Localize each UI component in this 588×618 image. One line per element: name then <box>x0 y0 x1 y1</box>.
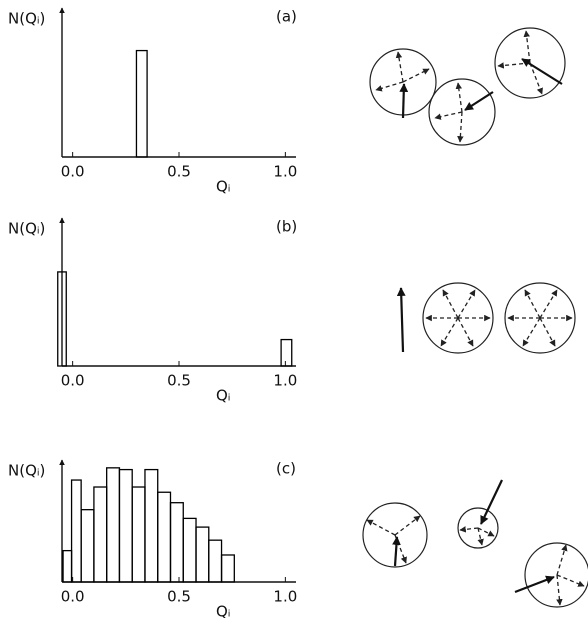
x-tick-label: 1.0 <box>273 372 297 390</box>
bar <box>119 470 132 582</box>
bar <box>222 555 235 582</box>
histogram-panel: 0.0 0.5 1.0 N(Qᵢ) Qᵢ (b) <box>8 218 297 405</box>
y-axis-label: N(Qᵢ) <box>8 10 45 28</box>
bar <box>281 340 292 366</box>
x-tick-label: 0.5 <box>167 372 191 390</box>
bar <box>158 492 171 582</box>
bar <box>94 487 107 582</box>
x-tick-label: 0.5 <box>167 588 191 606</box>
histogram-panel: 0.0 0.5 1.0 N(Qᵢ) Qᵢ (c) <box>8 460 297 618</box>
x-axis-label: Qᵢ <box>216 603 231 618</box>
x-axis-label: Qᵢ <box>216 178 231 196</box>
bar <box>196 527 209 582</box>
x-tick-label: 0.0 <box>61 372 85 390</box>
diagram-b <box>401 283 575 353</box>
panel-label: (c) <box>276 460 296 478</box>
bar <box>132 487 145 582</box>
x-tick-label: 1.0 <box>273 163 297 181</box>
y-axis-label: N(Qᵢ) <box>8 462 45 480</box>
bar <box>170 503 183 582</box>
x-tick-label: 0.0 <box>61 163 85 181</box>
x-tick-label: 0.0 <box>61 588 85 606</box>
x-tick-label: 1.0 <box>273 588 297 606</box>
bar <box>136 51 147 157</box>
bar <box>145 470 158 582</box>
histogram-panel: 0.0 0.5 1.0 N(Qᵢ) Qᵢ (a) <box>8 8 297 196</box>
bar <box>81 510 94 582</box>
y-axis-label: N(Qᵢ) <box>8 220 45 238</box>
diagram-a <box>370 28 565 145</box>
bar <box>72 480 82 582</box>
diagram-c <box>363 480 588 607</box>
x-tick-label: 0.5 <box>167 163 191 181</box>
bar <box>183 518 196 582</box>
panel-label: (a) <box>276 8 297 26</box>
bar <box>63 551 72 582</box>
x-axis-label: Qᵢ <box>216 387 231 405</box>
panel-label: (b) <box>276 218 297 236</box>
bar <box>209 540 222 582</box>
bar <box>107 468 120 582</box>
figure: 0.00.51.0N(Qᵢ)Qᵢ(a)0.00.51.0N(Qᵢ)Qᵢ(b)0.… <box>0 0 588 618</box>
